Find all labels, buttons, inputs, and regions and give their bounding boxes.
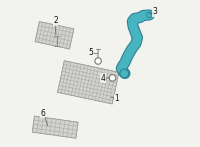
- Text: 1: 1: [114, 94, 119, 103]
- Text: 3: 3: [153, 7, 158, 16]
- Polygon shape: [32, 116, 78, 138]
- Circle shape: [147, 12, 152, 18]
- Circle shape: [120, 69, 129, 78]
- Text: 5: 5: [88, 48, 93, 57]
- Circle shape: [95, 58, 101, 64]
- Text: 2: 2: [53, 16, 58, 25]
- Text: 4: 4: [101, 74, 106, 83]
- Polygon shape: [35, 22, 74, 49]
- Circle shape: [109, 75, 116, 81]
- Polygon shape: [58, 61, 119, 104]
- Text: 6: 6: [40, 109, 45, 118]
